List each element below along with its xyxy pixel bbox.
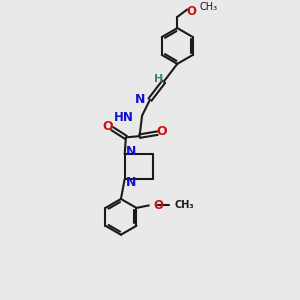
Text: O: O <box>157 125 167 138</box>
Text: CH₃: CH₃ <box>175 200 194 210</box>
Text: H: H <box>154 74 163 84</box>
Text: O: O <box>103 120 113 133</box>
Text: HN: HN <box>114 110 134 124</box>
Text: N: N <box>126 176 136 189</box>
Text: N: N <box>135 93 145 106</box>
Text: N: N <box>126 145 136 158</box>
Text: O: O <box>186 5 196 18</box>
Text: O: O <box>153 199 163 212</box>
Text: CH₃: CH₃ <box>199 2 217 12</box>
